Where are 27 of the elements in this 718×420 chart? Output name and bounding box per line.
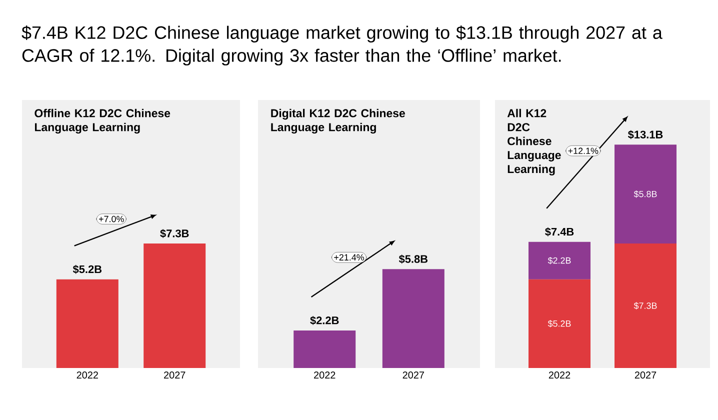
data-label: $7.3B: [634, 302, 657, 310]
data-label: $2.2B: [548, 256, 571, 264]
total-label: $7.4B: [545, 227, 574, 236]
data-label: $5.2B: [548, 320, 571, 328]
x-tick-label: 2027: [402, 372, 424, 379]
data-label: $5.8B: [634, 190, 657, 198]
annotation: +12.1%: [568, 148, 598, 154]
text: +7.0%: [98, 216, 124, 222]
data-label: $5.2B: [72, 264, 102, 274]
x-tick-label: 2022: [314, 372, 336, 379]
bar: [614, 244, 677, 368]
data-label: $7.3B: [160, 229, 189, 238]
x-tick-label: 2027: [634, 372, 656, 379]
chart-title: Offline K12 D2C Chinese Language Learning: [34, 108, 170, 134]
bar: [528, 279, 591, 368]
bar: [528, 242, 591, 280]
bar: [614, 144, 677, 244]
data-label: $2.2B: [310, 316, 339, 325]
text: $7.4B K12 D2C Chinese language market growing to $13.1B through 2027 at a CAGR of 12.1%. Digital growing 3x faster than the ‘Offline’ market.: [22, 26, 662, 66]
x-tick-label: 2022: [548, 372, 570, 379]
chart-title: All K12 D2C Chinese Language Learning: [507, 108, 561, 176]
x-tick-label: 2027: [164, 372, 186, 379]
data-label: $5.8B: [398, 254, 428, 264]
chart-title: Digital K12 D2C Chinese Language Learning: [271, 108, 405, 134]
text: +21.4%: [334, 254, 364, 261]
x-tick-label: 2022: [76, 372, 98, 379]
total-label: $13.1B: [628, 130, 663, 140]
